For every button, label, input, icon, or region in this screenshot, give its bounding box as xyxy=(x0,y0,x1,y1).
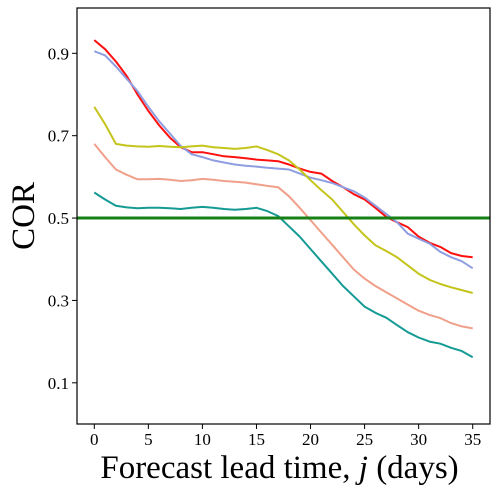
x-tick-layer: 0 5 10 15 20 25 30 35 xyxy=(90,424,481,449)
series-layer xyxy=(93,39,474,359)
x-tick-label: 30 xyxy=(410,430,427,449)
series-line-5 xyxy=(93,191,474,359)
series-line-2 xyxy=(93,50,474,270)
y-tick-label: 0.5 xyxy=(48,209,69,228)
y-axis-label: COR xyxy=(6,182,42,250)
y-tick-label: 0.1 xyxy=(48,374,69,393)
x-axis-label-suffix: (days) xyxy=(368,450,459,486)
y-tick-layer: 0.1 0.3 0.5 0.7 0.9 xyxy=(48,44,77,393)
series-line-1 xyxy=(93,39,473,259)
y-tick-label: 0.9 xyxy=(48,44,69,63)
x-axis-label: Forecast lead time, j (days) xyxy=(100,450,458,486)
y-tick-label: 0.3 xyxy=(48,291,69,310)
x-tick-label: 10 xyxy=(194,430,211,449)
x-axis-label-variable: j xyxy=(355,450,368,486)
x-axis-label-prefix: Forecast lead time, xyxy=(100,450,358,486)
y-tick-label: 0.7 xyxy=(48,127,70,146)
plot-frame xyxy=(76,7,491,425)
x-tick-label: 0 xyxy=(90,430,99,449)
series-line-3 xyxy=(93,106,473,294)
x-tick-label: 5 xyxy=(144,430,153,449)
x-tick-label: 15 xyxy=(248,430,265,449)
x-tick-label: 35 xyxy=(464,430,481,449)
x-tick-label: 20 xyxy=(302,430,319,449)
x-tick-label: 25 xyxy=(356,430,373,449)
series-line-4 xyxy=(93,143,473,330)
